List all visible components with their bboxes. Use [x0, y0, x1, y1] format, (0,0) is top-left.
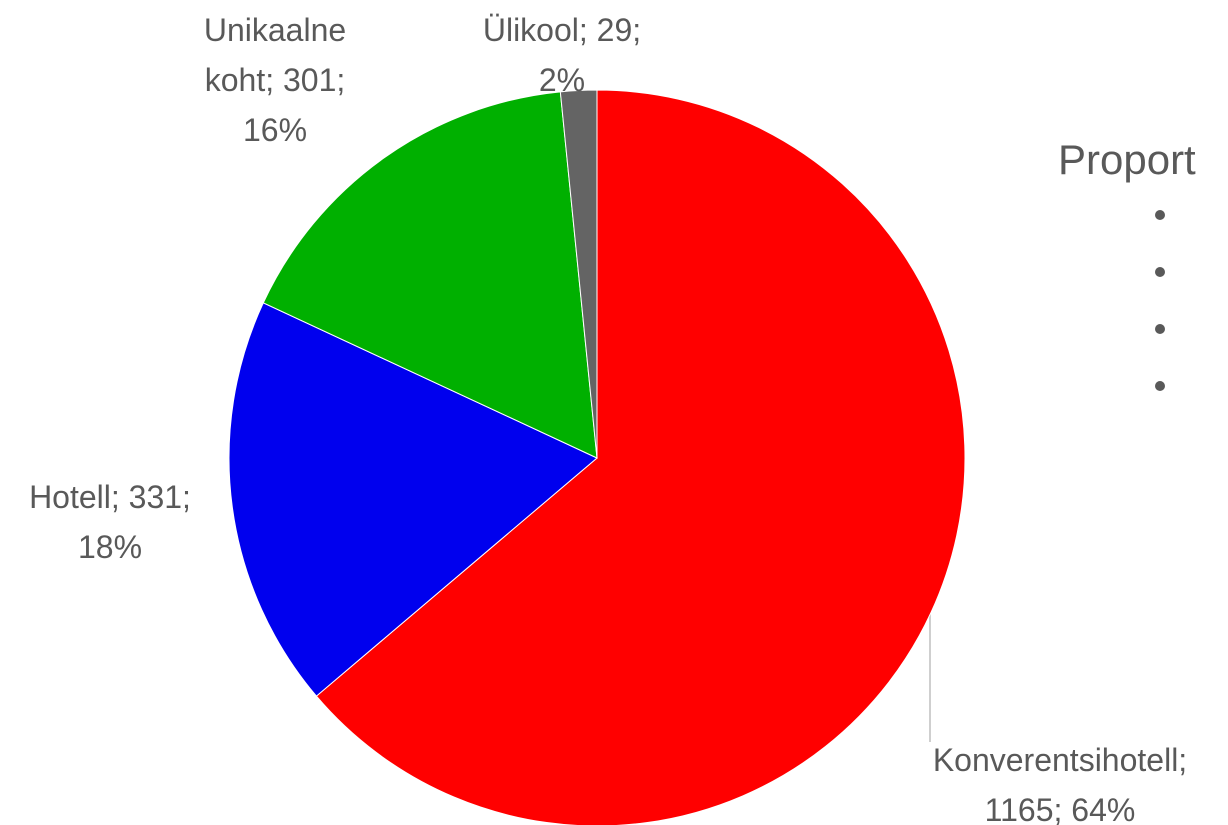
legend-bullet [1155, 324, 1165, 334]
pie-slice [262, 91, 598, 459]
data-label: Hotell; 331; 18% [29, 479, 191, 565]
legend-bullet [1155, 381, 1165, 391]
legend-bullet [1155, 210, 1165, 220]
legend-title: Proport [1058, 136, 1196, 183]
legend-bullet [1155, 267, 1165, 277]
data-label: Ülikool; 29; 2% [482, 12, 642, 98]
pie-slice [315, 89, 966, 825]
data-label: Konverentsihotell; 1165; 64% [932, 742, 1188, 825]
pie-slice [559, 89, 598, 459]
pie-slice [228, 302, 598, 697]
data-label: Unikaalne koht; 301; 16% [203, 12, 347, 148]
